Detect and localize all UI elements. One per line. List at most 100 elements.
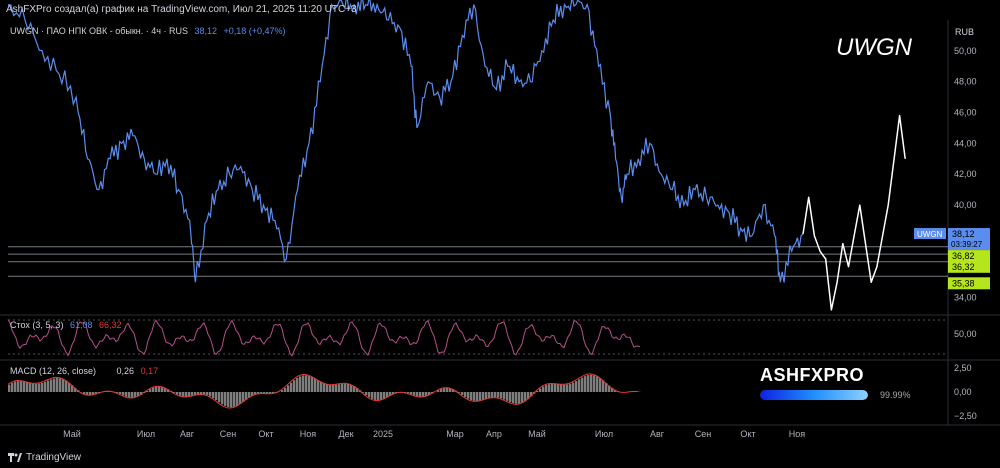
- x-tick-label: 2025: [373, 429, 393, 439]
- macd-histogram-bar: [131, 392, 134, 398]
- macd-histogram-bar: [197, 392, 200, 395]
- price-change: +0,18 (+0,47%): [223, 26, 286, 36]
- footer-logo-text[interactable]: TradingView: [26, 452, 82, 463]
- macd-histogram-bar: [242, 392, 245, 402]
- x-tick-label: Дек: [338, 429, 353, 439]
- y-tick-label: 34,00: [954, 293, 977, 303]
- macd-histogram-bar: [59, 378, 62, 392]
- macd-histogram-bar: [500, 392, 503, 399]
- x-tick-label: Ноя: [300, 429, 317, 439]
- macd-histogram-bar: [590, 374, 593, 392]
- macd-histogram-bar: [587, 375, 590, 392]
- macd-histogram-bar: [383, 392, 386, 399]
- macd-histogram-bar: [227, 392, 230, 407]
- macd-histogram-bar: [386, 392, 389, 398]
- brand-logo: ASHFXPRO: [760, 365, 865, 385]
- y-tick-label: 50,00: [954, 46, 977, 56]
- macd-histogram-bar: [281, 390, 284, 392]
- x-tick-label: Авг: [180, 429, 195, 439]
- macd-histogram-bar: [260, 392, 263, 394]
- symbol-title: UWGN · ПАО НПК ОВК - обыкн. · 4ч · RUS: [10, 26, 188, 36]
- macd-histogram-bar: [308, 375, 311, 392]
- macd-histogram-bar: [89, 392, 92, 396]
- macd-histogram-bar: [518, 392, 521, 404]
- y-tick-label: 48,00: [954, 77, 977, 87]
- macd-histogram-bar: [62, 379, 65, 392]
- currency-label: RUB: [955, 27, 974, 37]
- macd-histogram-bar: [20, 381, 23, 392]
- macd-histogram-bar: [317, 380, 320, 392]
- macd-histogram-bar: [473, 392, 476, 401]
- macd-histogram-bar: [74, 387, 77, 392]
- macd-histogram-bar: [353, 386, 356, 392]
- support-tag-bg: [948, 260, 990, 273]
- macd-histogram-bar: [599, 378, 602, 392]
- macd-v1: 0,26: [116, 366, 135, 376]
- macd-histogram-bar: [443, 388, 446, 392]
- macd-legend[interactable]: MACD (12, 26, close) 0,26 0,17: [10, 366, 162, 376]
- macd-histogram-bar: [134, 392, 137, 398]
- macd-histogram-bar: [545, 385, 548, 392]
- macd-histogram-bar: [485, 392, 488, 399]
- macd-histogram-bar: [305, 375, 308, 392]
- macd-histogram-bar: [563, 384, 566, 392]
- macd-histogram-bar: [248, 392, 251, 398]
- stoch-legend[interactable]: Стох (3, 5, 3) 61,08 66,32: [10, 320, 126, 330]
- symbol-legend[interactable]: UWGN · ПАО НПК ОВК - обыкн. · 4ч · RUS 3…: [10, 26, 290, 36]
- support-tag-bg: [948, 250, 990, 263]
- macd-histogram-bar: [194, 392, 197, 396]
- macd-histogram-bar: [530, 392, 533, 397]
- macd-histogram-bar: [32, 383, 35, 392]
- macd-histogram-bar: [233, 392, 236, 407]
- projection-path: [802, 114, 906, 311]
- macd-histogram-bar: [71, 385, 74, 392]
- symbol-tag-bg: [914, 228, 946, 240]
- macd-histogram-bar: [221, 392, 224, 405]
- macd-histogram-bar: [488, 392, 491, 399]
- macd-histogram-bar: [593, 375, 596, 392]
- macd-histogram-bar: [494, 392, 497, 398]
- macd-histogram-bar: [236, 392, 239, 406]
- macd-histogram-bar: [311, 377, 314, 392]
- y-tick-label: 44,00: [954, 138, 977, 148]
- macd-histogram-bar: [536, 391, 539, 392]
- x-tick-label: Окт: [740, 429, 755, 439]
- macd-histogram-bar: [200, 392, 203, 395]
- macd-histogram-bar: [176, 392, 179, 395]
- macd-histogram-bar: [338, 384, 341, 392]
- macd-histogram-bar: [41, 382, 44, 392]
- macd-histogram-bar: [269, 392, 272, 394]
- x-tick-label: Июл: [137, 429, 155, 439]
- macd-histogram-bar: [440, 389, 443, 392]
- macd-histogram-bar: [560, 384, 563, 392]
- macd-histogram-bar: [44, 381, 47, 392]
- macd-histogram-bar: [497, 392, 500, 398]
- macd-histogram-bar: [11, 382, 14, 392]
- y-tick-label: 40,00: [954, 200, 977, 210]
- macd-histogram-bar: [137, 392, 140, 397]
- macd-histogram-bar: [215, 392, 218, 401]
- macd-histogram-bar: [566, 384, 569, 392]
- macd-histogram-bar: [206, 392, 209, 396]
- macd-histogram-bar: [245, 392, 248, 400]
- macd-histogram-bar: [218, 392, 221, 403]
- macd-histogram-bar: [341, 383, 344, 392]
- macd-histogram-bar: [14, 381, 17, 392]
- macd-histogram-bar: [164, 387, 167, 392]
- macd-histogram-bar: [527, 392, 530, 400]
- macd-histogram-bar: [467, 392, 470, 399]
- macd-histogram-bar: [86, 392, 89, 395]
- x-tick-label: Апр: [486, 429, 502, 439]
- last-price-tag: 38,12: [952, 229, 975, 239]
- macd-histogram-bar: [266, 392, 269, 394]
- x-tick-label: Ноя: [789, 429, 806, 439]
- macd-histogram-bar: [239, 392, 242, 404]
- tradingview-logo-icon[interactable]: [8, 453, 22, 462]
- macd-histogram-bar: [470, 392, 473, 401]
- macd-histogram-bar: [374, 392, 377, 400]
- macd-histogram-bar: [119, 392, 122, 395]
- macd-histogram-bar: [356, 387, 359, 392]
- macd-histogram-bar: [284, 387, 287, 392]
- macd-histogram-bar: [608, 385, 611, 392]
